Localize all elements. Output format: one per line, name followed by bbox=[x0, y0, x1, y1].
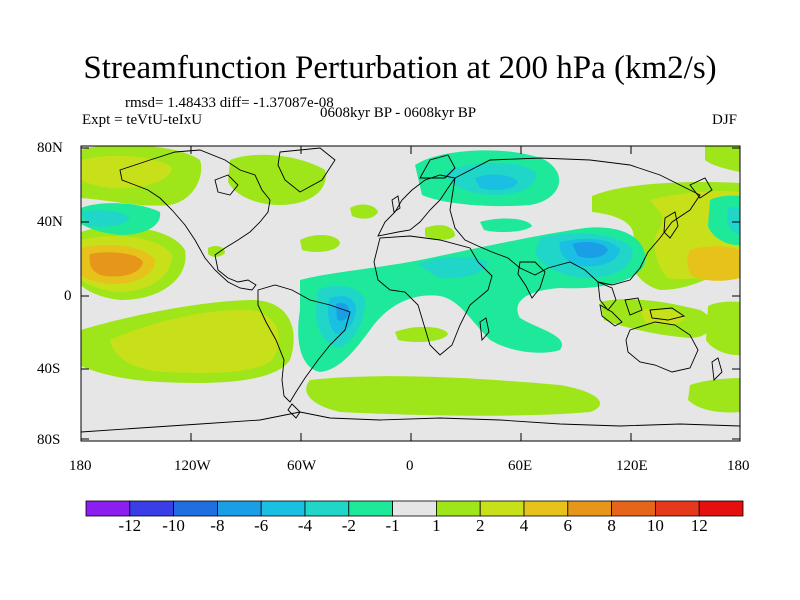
coast-north-america bbox=[119, 149, 271, 291]
contour-pos-southern bbox=[306, 376, 600, 416]
contour-pos-cpac-center bbox=[89, 252, 143, 277]
contour-neg-casia bbox=[480, 218, 532, 233]
colorbar-label: -8 bbox=[210, 516, 225, 535]
contour-pos-nwpac-core bbox=[687, 246, 740, 281]
contour-neg-brazil-center bbox=[336, 303, 350, 321]
chart-title: Streamfunction Perturbation at 200 hPa (… bbox=[83, 50, 717, 86]
lat-ticks bbox=[81, 147, 740, 440]
stats-line: rmsd= 1.48433 diff= -1.37087e-08 bbox=[125, 95, 334, 111]
contour-pos-satl bbox=[395, 326, 448, 342]
coast-hudson bbox=[214, 174, 239, 196]
colorbar-swatch bbox=[304, 500, 350, 517]
coast-kamchatka bbox=[689, 177, 713, 199]
colorbar-label: 1 bbox=[432, 516, 441, 535]
negative-anomaly-regions bbox=[81, 150, 740, 372]
contour-pos-nwpac-top bbox=[705, 146, 740, 172]
season-label: DJF bbox=[712, 112, 738, 128]
lat-tick-label: 80S bbox=[37, 432, 61, 448]
contour-pos-npac-east-inner bbox=[81, 155, 172, 189]
coast-asia bbox=[449, 157, 701, 286]
colorbar-swatch bbox=[129, 500, 174, 517]
lon-tick-label: 60W bbox=[287, 458, 317, 474]
coast-antarctic-peninsula bbox=[287, 403, 301, 419]
colorbar-label: -2 bbox=[341, 516, 356, 535]
colorbar-swatch bbox=[216, 500, 262, 517]
coastlines bbox=[81, 147, 740, 433]
coast-scandinavia bbox=[419, 154, 456, 179]
coast-greenland bbox=[277, 147, 336, 193]
colorbar-swatch bbox=[698, 500, 744, 517]
colorbar-swatch bbox=[435, 500, 481, 517]
coast-australia bbox=[625, 321, 699, 373]
contour-pos-natl bbox=[228, 154, 326, 205]
colorbar-label: -1 bbox=[385, 516, 400, 535]
colorbar-label: 2 bbox=[475, 516, 485, 535]
colorbar-label: 12 bbox=[690, 516, 708, 535]
colorbar-label: -4 bbox=[297, 516, 313, 535]
lat-tick-label: 0 bbox=[64, 288, 72, 304]
period-line: 0608kyr BP - 0608kyr BP bbox=[320, 105, 477, 121]
coast-africa bbox=[373, 235, 493, 356]
coast-borneo bbox=[624, 297, 643, 316]
colorbar-label: 10 bbox=[646, 516, 664, 535]
contour-pos-atl-small bbox=[300, 234, 340, 252]
colorbar-swatch bbox=[655, 500, 700, 517]
colorbar-swatch bbox=[479, 500, 525, 517]
coast-south-america bbox=[257, 284, 351, 403]
colorbar-label: 8 bbox=[607, 516, 616, 535]
contour-pos-wpac-trop-core bbox=[640, 308, 685, 325]
contour-pos-spac-inner bbox=[110, 309, 279, 373]
colorbar-label: -6 bbox=[254, 516, 269, 535]
lon-tick-label: 180 bbox=[69, 458, 92, 474]
coast-india bbox=[517, 261, 546, 299]
lat-tick-label: 80N bbox=[37, 140, 63, 156]
coast-uk bbox=[391, 195, 401, 213]
colorbar-swatch bbox=[348, 500, 393, 517]
colorbar-label: -12 bbox=[118, 516, 142, 535]
contour-pos-med bbox=[425, 225, 455, 240]
colorbar-swatch bbox=[260, 500, 306, 517]
experiment-line: Expt = teVtU-teIxU bbox=[82, 112, 203, 128]
colorbar-swatch bbox=[611, 500, 656, 517]
lat-tick-label: 40S bbox=[37, 361, 61, 377]
coast-new-guinea bbox=[649, 307, 686, 321]
contour-neg-asia-center bbox=[572, 242, 608, 258]
colorbar-label: 4 bbox=[519, 516, 529, 535]
contour-pos-sepac-south bbox=[688, 378, 740, 413]
colorbar-swatch bbox=[173, 500, 218, 517]
lon-tick-label: 180 bbox=[727, 458, 750, 474]
colorbar-swatch bbox=[85, 500, 131, 517]
colorbar-swatch bbox=[392, 500, 437, 517]
contour-pos-sepac-east bbox=[706, 301, 740, 356]
positive-anomaly-regions bbox=[81, 146, 740, 416]
coast-indochina bbox=[597, 281, 617, 311]
lon-tick-label: 120W bbox=[174, 458, 211, 474]
contour-pos-med-small bbox=[208, 245, 225, 257]
colorbar-swatch bbox=[567, 500, 612, 517]
coast-japan bbox=[663, 211, 679, 239]
colorbar-swatch bbox=[523, 500, 569, 517]
lat-tick-label: 40N bbox=[37, 214, 63, 230]
contour-neg-alaska-core bbox=[81, 210, 130, 227]
coast-new-zealand bbox=[711, 357, 723, 381]
lon-tick-label: 0 bbox=[406, 458, 414, 474]
coast-madagascar bbox=[479, 317, 490, 342]
colorbar bbox=[85, 500, 744, 517]
lon-tick-label: 120E bbox=[616, 458, 648, 474]
lon-ticks bbox=[190, 146, 632, 441]
coast-antarctica bbox=[81, 411, 740, 433]
contour-neg-arabia bbox=[418, 256, 488, 279]
coast-sumatra bbox=[599, 304, 623, 327]
contour-neg-eurasia-center bbox=[475, 174, 518, 190]
contour-neg-epac-edge-core bbox=[727, 207, 740, 234]
colorbar-label: -10 bbox=[162, 516, 185, 535]
contour-pos-eur-small bbox=[350, 204, 378, 219]
colorbar-label: 6 bbox=[563, 516, 573, 535]
lon-tick-label: 60E bbox=[508, 458, 533, 474]
